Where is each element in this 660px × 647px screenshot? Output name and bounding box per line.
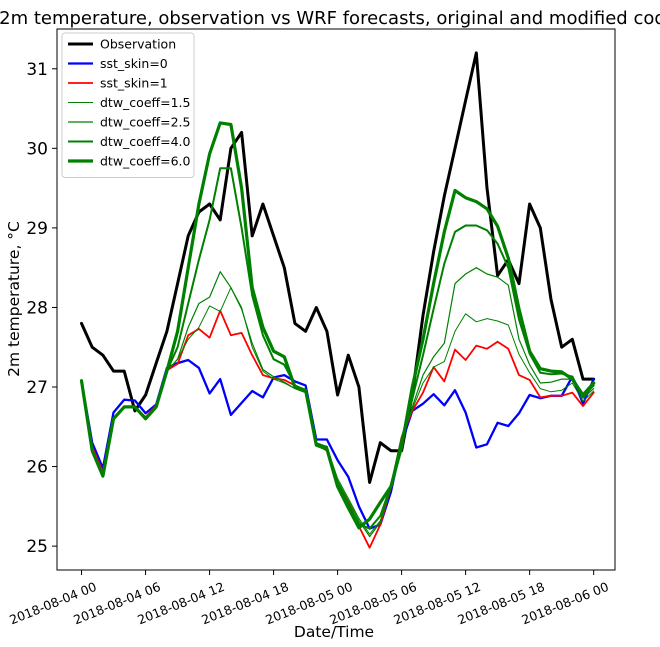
legend-box [61,32,195,178]
y-tick-label: 25 [26,537,48,557]
plot-frame [56,28,616,571]
y-tick-label: 29 [26,219,48,239]
legend: Observation sst_skin=0 sst_skin=1 dtw_coeff… [61,32,195,178]
series-line-sst-skin-1 [80,309,595,549]
series-line-sst-skin-0 [80,358,595,530]
legend-label: Observation [100,37,176,52]
legend-label: sst_skin=0 [100,56,168,71]
x-axis-label: Date/Time [294,623,374,641]
y-tick-label: 31 [26,60,48,80]
y-axis: 25 26 27 28 29 30 31 [26,60,57,557]
legend-label: dtw_coeff=2.5 [100,115,191,130]
series-line-dtw-coeff-1-5 [81,287,595,535]
legend-label: dtw_coeff=6.0 [100,154,191,169]
legend-label: sst_skin=1 [100,76,168,91]
chart-title: 2m temperature, observation vs WRF forec… [0,8,660,29]
y-tick-label: 28 [26,298,48,318]
y-tick-label: 26 [26,458,48,478]
y-axis-label: 2m temperature, °C [5,221,23,377]
legend-label: dtw_coeff=1.5 [100,95,191,110]
series-layer [79,51,596,549]
y-tick-label: 27 [26,378,48,398]
y-tick-label: 30 [26,139,48,159]
legend-label: dtw_coeff=4.0 [100,134,191,149]
series-line-dtw-coeff-6-0 [79,121,596,530]
